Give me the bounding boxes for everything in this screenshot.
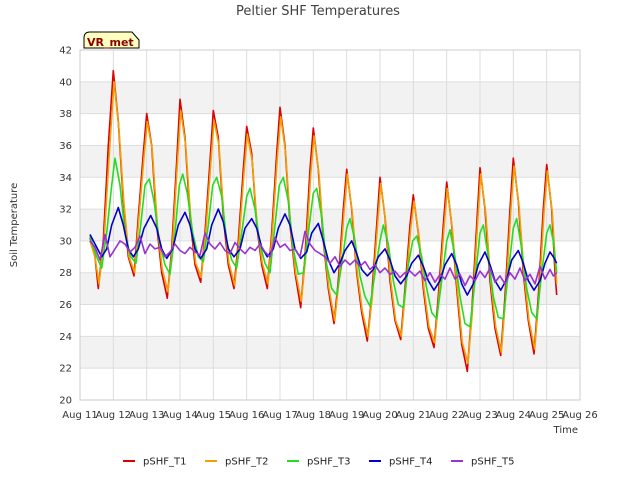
- x-tick-label: Aug 17: [262, 410, 297, 421]
- x-tick-label: Aug 22: [429, 410, 464, 421]
- x-tick-label: Aug 16: [229, 410, 264, 421]
- series-layer: [89, 69, 558, 373]
- legend: pSHF_T1 pSHF_T2 pSHF_T3 pSHF_T4 pSHF_T5: [123, 457, 514, 468]
- plot-band: [80, 113, 580, 146]
- y-tick-label: 40: [59, 77, 72, 88]
- plot-band: [80, 81, 580, 114]
- x-tick-label: Aug 13: [129, 410, 164, 421]
- x-tick-label: Aug 18: [296, 410, 331, 421]
- x-tick-label: Aug 15: [196, 410, 231, 421]
- y-tick-label: 20: [59, 396, 72, 407]
- y-axis-ticks: 20 22 24 26 28 30 32 34 36 38 40 42: [59, 46, 72, 407]
- plot-band: [80, 177, 580, 210]
- series-line-pshf-t5: [89, 230, 558, 287]
- x-tick-label: Aug 11: [62, 410, 97, 421]
- y-tick-label: 22: [59, 364, 72, 375]
- legend-label: pSHF_T1: [143, 457, 186, 468]
- x-tick-label: Aug 24: [496, 410, 531, 421]
- chart-title: Peltier SHF Temperatures: [236, 4, 400, 19]
- badge-text: VR_met: [87, 36, 134, 49]
- series-line-pshf-t3: [89, 157, 558, 328]
- y-tick-label: 26: [59, 300, 72, 311]
- y-tick-label: 24: [59, 332, 72, 343]
- x-tick-label: Aug 26: [562, 410, 597, 421]
- x-tick-label: Aug 12: [96, 410, 131, 421]
- plot-band: [80, 336, 580, 369]
- plot-frame: [79, 49, 581, 401]
- y-axis-label: Soil Temperature: [9, 183, 20, 268]
- badge-shape: [83, 31, 140, 49]
- legend-label: pSHF_T3: [307, 457, 350, 468]
- plot-band: [80, 209, 580, 241]
- y-tick-label: 36: [59, 141, 72, 152]
- y-tick-label: 28: [59, 268, 72, 279]
- series-line-pshf-t4: [89, 206, 558, 296]
- plot-band: [80, 368, 580, 400]
- legend-label: pSHF_T2: [225, 457, 268, 468]
- plot-band: [80, 145, 580, 178]
- y-tick-label: 32: [59, 205, 72, 216]
- x-tick-label: Aug 25: [529, 410, 564, 421]
- x-axis-label: Time: [553, 425, 578, 436]
- y-tick-label: 42: [59, 46, 72, 57]
- y-tick-label: 38: [59, 109, 72, 120]
- y-tick-label: 34: [59, 173, 72, 184]
- x-tick-label: Aug 23: [462, 410, 497, 421]
- legend-label: pSHF_T5: [471, 457, 514, 468]
- plot-band: [80, 50, 580, 82]
- x-tick-label: Aug 20: [362, 410, 397, 421]
- legend-label: pSHF_T4: [389, 457, 432, 468]
- site-badge: VR_met: [83, 31, 140, 49]
- x-tick-label: Aug 14: [162, 410, 197, 421]
- x-tick-label: Aug 21: [396, 410, 431, 421]
- y-tick-label: 30: [59, 236, 72, 247]
- plot-band: [80, 240, 580, 273]
- x-tick-label: Aug 19: [329, 410, 364, 421]
